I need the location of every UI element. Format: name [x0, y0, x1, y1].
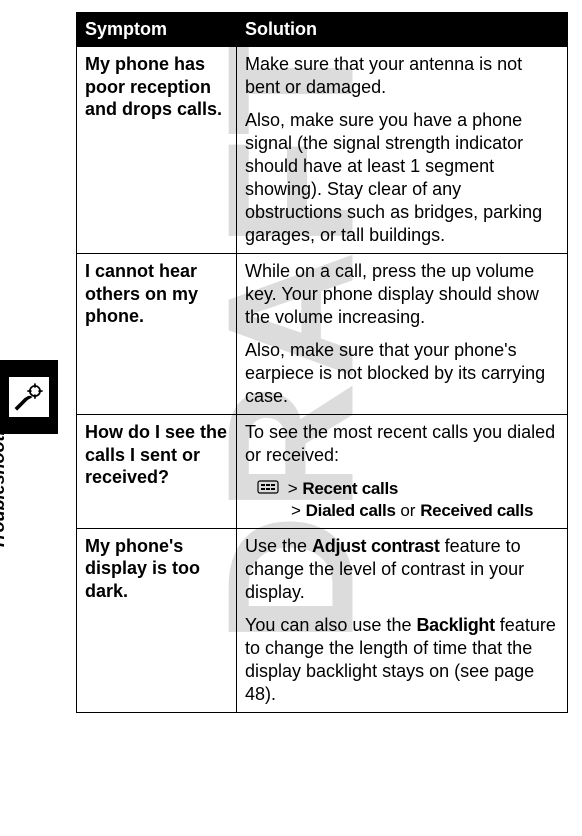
- gt-separator: >: [288, 479, 298, 498]
- symptom-cell: I cannot hear others on my phone.: [77, 254, 237, 415]
- menu-key-icon: [257, 478, 279, 500]
- troubleshooting-icon-box: [0, 360, 58, 434]
- table-row: My phone's display is too dark. Use the …: [77, 528, 568, 712]
- or-separator: or: [396, 501, 421, 520]
- feature-backlight: Backlight: [416, 615, 494, 635]
- feature-adjust-contrast: Adjust contrast: [312, 536, 440, 556]
- solution-paragraph: Also, make sure that your phone's earpie…: [245, 339, 559, 408]
- solution-cell: While on a call, press the up volume key…: [237, 254, 568, 415]
- solution-paragraph: You can also use the Backlight feature t…: [245, 614, 559, 706]
- solution-cell: Use the Adjust contrast feature to chang…: [237, 528, 568, 712]
- solution-cell: To see the most recent calls you dialed …: [237, 415, 568, 528]
- solution-cell: Make sure that your antenna is not bent …: [237, 47, 568, 254]
- table-row: I cannot hear others on my phone. While …: [77, 254, 568, 415]
- symptom-cell: My phone's display is too dark.: [77, 528, 237, 712]
- header-symptom: Symptom: [77, 13, 237, 47]
- table-row: My phone has poor reception and drops ca…: [77, 47, 568, 254]
- table-row: How do I see the calls I sent or receive…: [77, 415, 568, 528]
- solution-paragraph: While on a call, press the up volume key…: [245, 260, 559, 329]
- section-label: Troubleshooting: [0, 480, 9, 550]
- solution-paragraph: Also, make sure you have a phone signal …: [245, 109, 559, 247]
- solution-paragraph: To see the most recent calls you dialed …: [245, 421, 559, 467]
- symptom-cell: How do I see the calls I sent or receive…: [77, 415, 237, 528]
- solution-paragraph: Use the Adjust contrast feature to chang…: [245, 535, 559, 604]
- menu-item-recent-calls: Recent calls: [302, 479, 398, 498]
- troubleshooting-table: Symptom Solution My phone has poor recep…: [76, 12, 568, 713]
- header-solution: Solution: [237, 13, 568, 47]
- menu-item-dialed-calls: Dialed calls: [306, 501, 396, 520]
- menu-item-received-calls: Received calls: [420, 501, 533, 520]
- wrench-crosshair-icon: [12, 380, 46, 414]
- symptom-cell: My phone has poor reception and drops ca…: [77, 47, 237, 254]
- solution-paragraph: Make sure that your antenna is not bent …: [245, 53, 559, 99]
- menu-path: > Recent calls > Dialed calls or Receive…: [245, 478, 559, 522]
- side-tab: Troubleshooting: [0, 360, 70, 463]
- gt-separator: >: [291, 501, 301, 520]
